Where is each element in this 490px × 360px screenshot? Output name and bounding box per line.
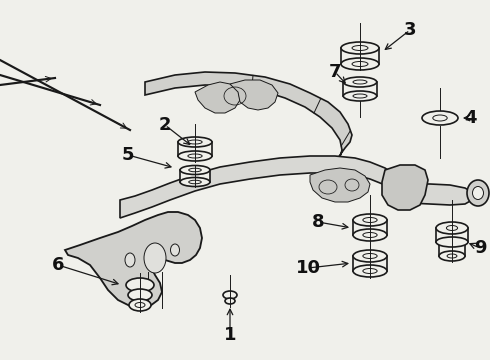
Bar [178,142,212,156]
Text: 5: 5 [122,146,134,164]
Ellipse shape [171,244,179,256]
Ellipse shape [353,229,387,241]
Text: 6: 6 [52,256,64,274]
Ellipse shape [128,289,152,301]
Ellipse shape [472,186,484,199]
Ellipse shape [343,91,377,101]
Ellipse shape [353,265,387,277]
Bar [353,256,387,271]
Ellipse shape [436,237,468,247]
Bar [439,242,465,256]
Ellipse shape [178,151,212,161]
Text: 10: 10 [295,259,320,277]
Ellipse shape [353,250,387,262]
Polygon shape [195,82,240,113]
Text: 3: 3 [404,21,416,39]
Ellipse shape [353,214,387,226]
Bar [343,82,377,96]
Polygon shape [230,80,278,110]
Ellipse shape [439,251,465,261]
Ellipse shape [180,177,210,186]
Polygon shape [310,168,370,202]
Ellipse shape [341,42,379,54]
Polygon shape [382,165,428,210]
Bar [341,48,379,64]
Ellipse shape [180,166,210,175]
Bar [353,220,387,235]
Text: 7: 7 [329,63,341,81]
Bar [436,228,468,242]
Polygon shape [145,72,352,162]
Ellipse shape [223,291,237,299]
Polygon shape [395,184,472,205]
Ellipse shape [225,298,235,304]
Text: 2: 2 [159,116,171,134]
Ellipse shape [178,137,212,147]
Ellipse shape [341,58,379,70]
Ellipse shape [436,222,468,234]
Ellipse shape [343,77,377,87]
Text: 8: 8 [312,213,324,231]
Ellipse shape [129,299,151,311]
Text: 1: 1 [224,326,236,344]
Ellipse shape [126,278,154,292]
Ellipse shape [422,111,458,125]
Ellipse shape [467,180,489,206]
Text: 9: 9 [474,239,486,257]
Ellipse shape [144,243,166,273]
Bar [180,170,210,182]
Ellipse shape [125,253,135,267]
Polygon shape [120,156,400,218]
Text: 4: 4 [464,109,476,127]
Polygon shape [65,212,202,308]
